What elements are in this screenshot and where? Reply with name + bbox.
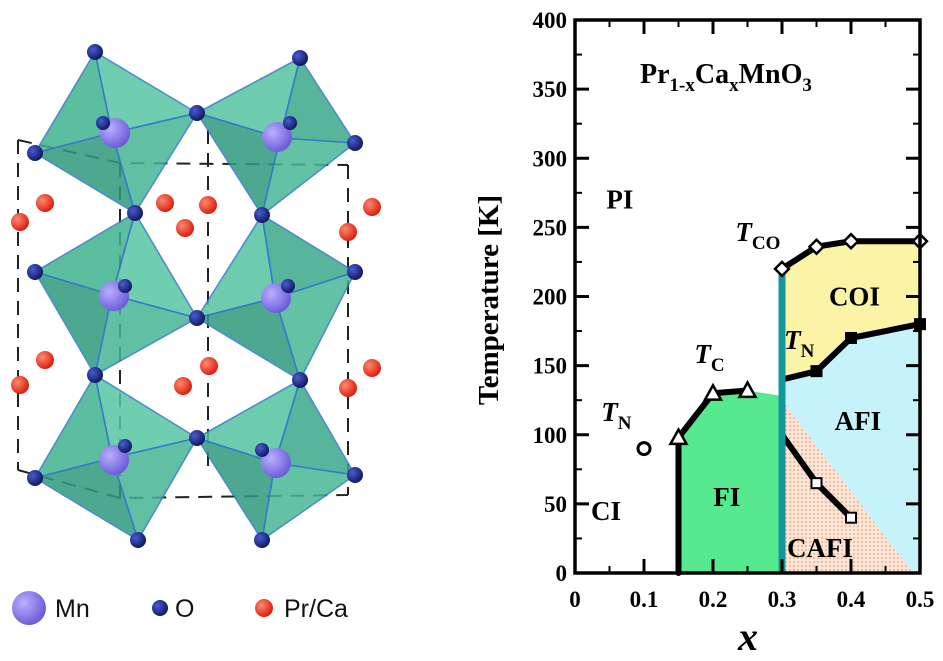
y-axis-title: Temperature [K]: [473, 195, 505, 405]
phase-diagram: 0 50 100 150 200 250 300 350 400 0 0.1 0.2 0.3 0.4 0.5…: [473, 8, 934, 659]
data-markers: [636, 232, 929, 524]
x-tick-label-0: 0: [569, 587, 581, 612]
region-coi: [782, 241, 920, 380]
legend-o-swatch: [152, 600, 168, 616]
x-tick-label-5: 0.5: [906, 587, 935, 612]
formula-label: Pr1-xCaxMnO3: [640, 59, 812, 96]
marker-tco-2: [842, 232, 860, 250]
marker-cafi-1: [810, 477, 823, 490]
region-label-afi: AFI: [835, 406, 882, 436]
legend-prca-label: Pr/Ca: [284, 595, 348, 623]
y-tick-label-8: 400: [533, 8, 568, 33]
phase-boundaries: [675, 238, 923, 576]
x-tick-label-4: 0.4: [837, 587, 866, 612]
legend-prca-swatch: [255, 599, 273, 617]
region-label-ci: CI: [591, 496, 621, 526]
region-label-coi: COI: [829, 282, 880, 312]
region-label-fi: FI: [713, 482, 740, 512]
marker-tn-2: [845, 331, 857, 344]
marker-tn-ci-0: [636, 441, 652, 457]
octahedra: [34, 51, 356, 541]
y-tick-label-5: 250: [533, 215, 568, 240]
region-fi: [678, 390, 782, 573]
curve-tn-afi: [779, 321, 923, 383]
o-atoms: [27, 44, 363, 548]
y-tick-label-6: 300: [533, 146, 568, 171]
phase-regions: [678, 241, 920, 573]
x-tick-label-3: 0.3: [768, 587, 797, 612]
y-tick-label-7: 350: [533, 77, 568, 102]
y-tick-label-4: 200: [533, 285, 568, 310]
curve-tco: [779, 238, 923, 272]
region-label-pi: PI: [606, 185, 633, 215]
perovskite-crystal-structure: [11, 44, 381, 548]
transition-label-tn_right: TN: [784, 325, 815, 362]
mn-atoms: [99, 118, 292, 478]
phase-labels: PI CI FI COI AFI CAFI TN TC TCO TN: [591, 185, 881, 563]
legend-mn-swatch: [12, 591, 46, 625]
pr-ca-atoms: [11, 194, 381, 397]
transition-label-tn_left: TN: [601, 397, 632, 434]
legend-item-mn: Mn: [12, 591, 90, 625]
legend-mn-label: Mn: [55, 595, 90, 623]
legend-o-label: O: [175, 595, 194, 623]
transition-label-tc: TC: [694, 339, 724, 376]
y-tick-label-0: 0: [556, 561, 568, 586]
marker-tco-0: [773, 260, 791, 278]
region-cafi: [782, 400, 914, 573]
marker-tco-1: [807, 237, 826, 256]
y-tick-label-1: 50: [544, 492, 567, 517]
region-label-cafi: CAFI: [787, 533, 853, 563]
atom-legend: Mn O Pr/Ca: [12, 591, 348, 625]
y-tick-label-2: 100: [533, 423, 568, 448]
transition-label-tco: TCO: [735, 217, 780, 254]
x-axis-title: x: [737, 614, 758, 659]
legend-item-prca: Pr/Ca: [255, 595, 348, 623]
marker-tn-1: [810, 365, 823, 378]
x-tick-label-1: 0.1: [630, 587, 659, 612]
axis-ticks: 0 50 100 150 200 250 300 350 400 0 0.1 0.2 0.3 0.4 0.5: [533, 8, 935, 612]
marker-cafi-2: [845, 511, 857, 524]
marker-tc-2: [737, 379, 758, 399]
y-tick-label-3: 150: [533, 354, 568, 379]
x-tick-label-2: 0.2: [699, 587, 728, 612]
legend-item-o: O: [152, 595, 194, 623]
marker-tc-0: [668, 426, 689, 446]
marker-tc-1: [702, 382, 724, 401]
